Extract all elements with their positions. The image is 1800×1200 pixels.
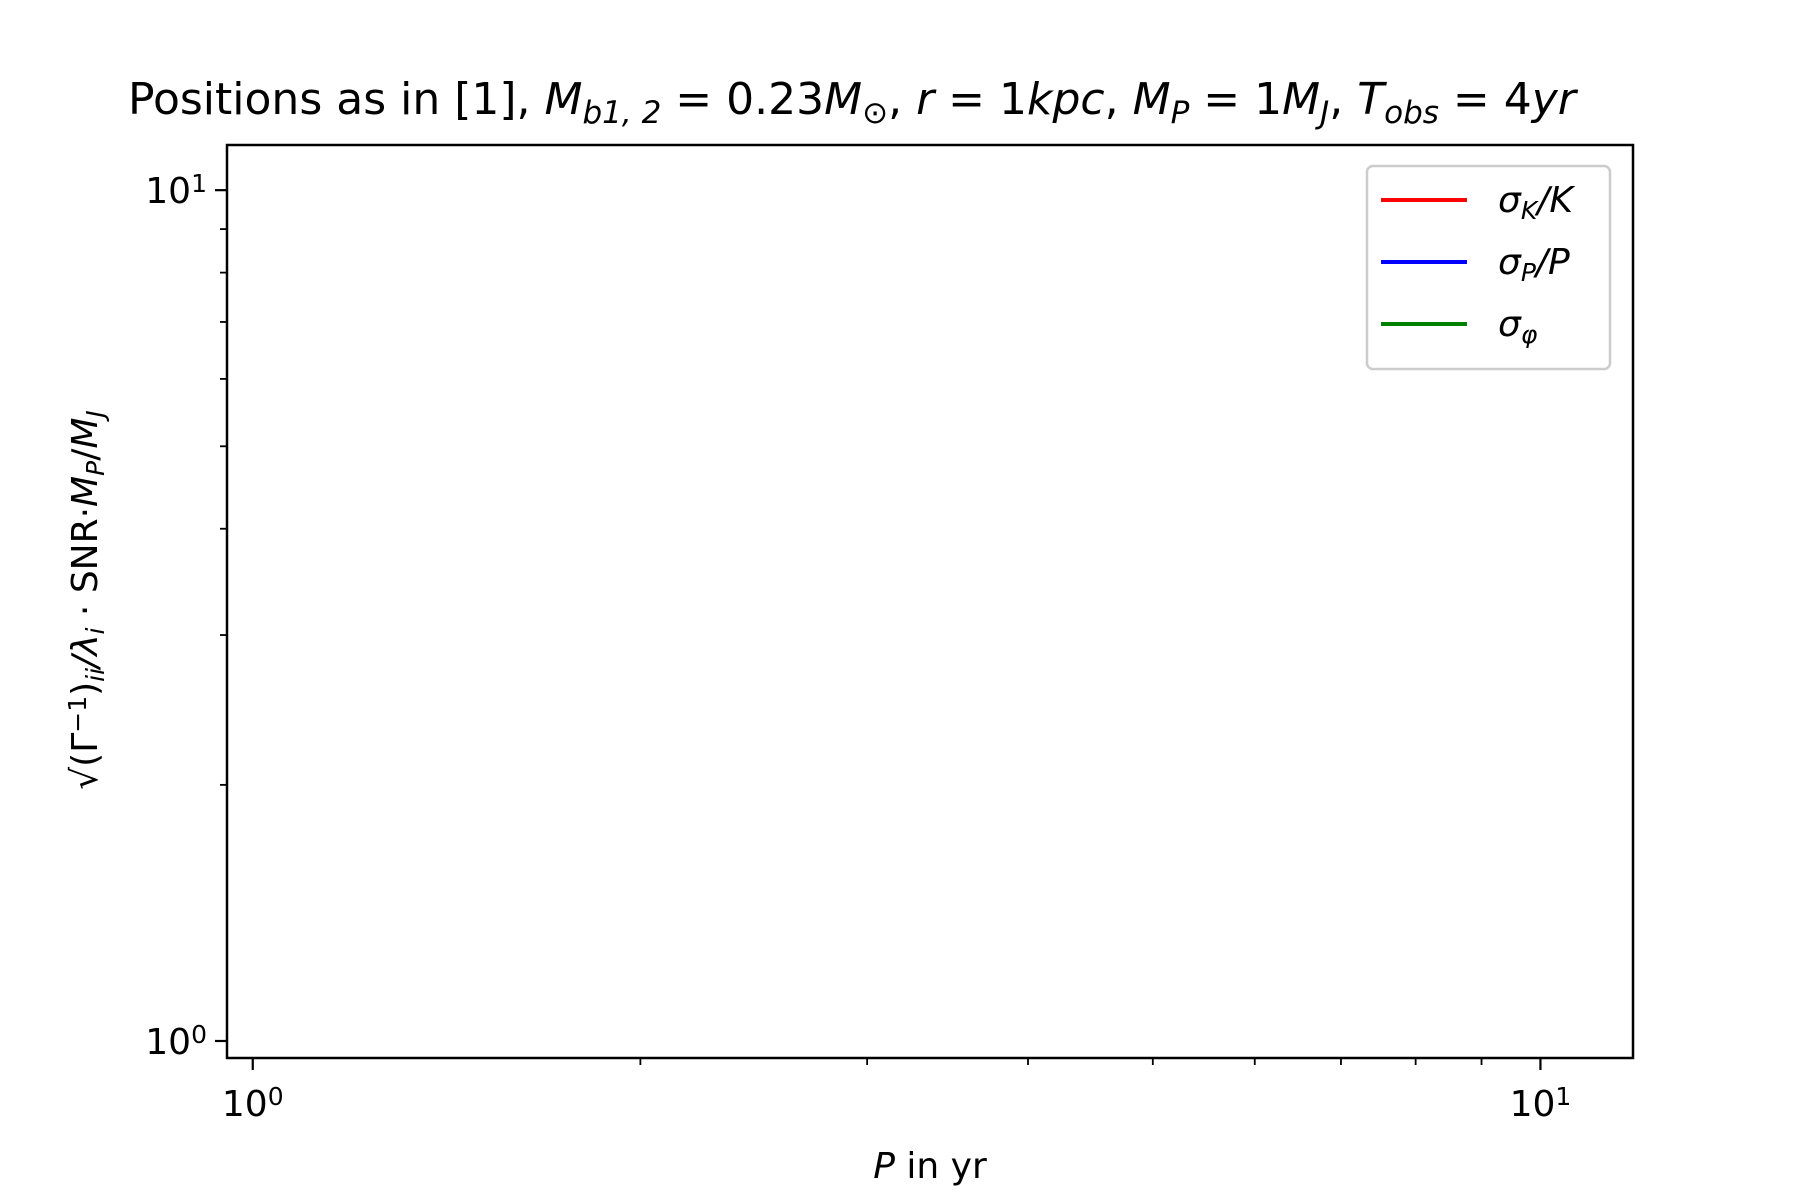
x-axis-label: P in yr [873,1146,987,1187]
chart-title: Positions as in [1], Mb1, 2 = 0.23M⊙, r … [128,74,1579,131]
y-axis-label: √(Γ−1)ii/λi · SNR·MP/MJ [63,410,110,790]
x-tick-label: 101 [1510,1082,1572,1125]
legend-entry: σφ [1498,304,1538,349]
y-tick-label: 100 [145,1020,207,1063]
y-axis: 100 101 [145,169,227,1063]
legend: σK/K σP/P σφ [1365,164,1612,371]
plot-area [225,143,1635,1060]
y-tick-label: 101 [145,169,207,212]
x-axis: 100 101 [222,1058,1571,1125]
x-tick-label: 100 [222,1082,284,1125]
legend-entry: σP/P [1498,242,1570,287]
legend-entry: σK/K [1498,180,1575,225]
legend-frame [1365,164,1612,371]
